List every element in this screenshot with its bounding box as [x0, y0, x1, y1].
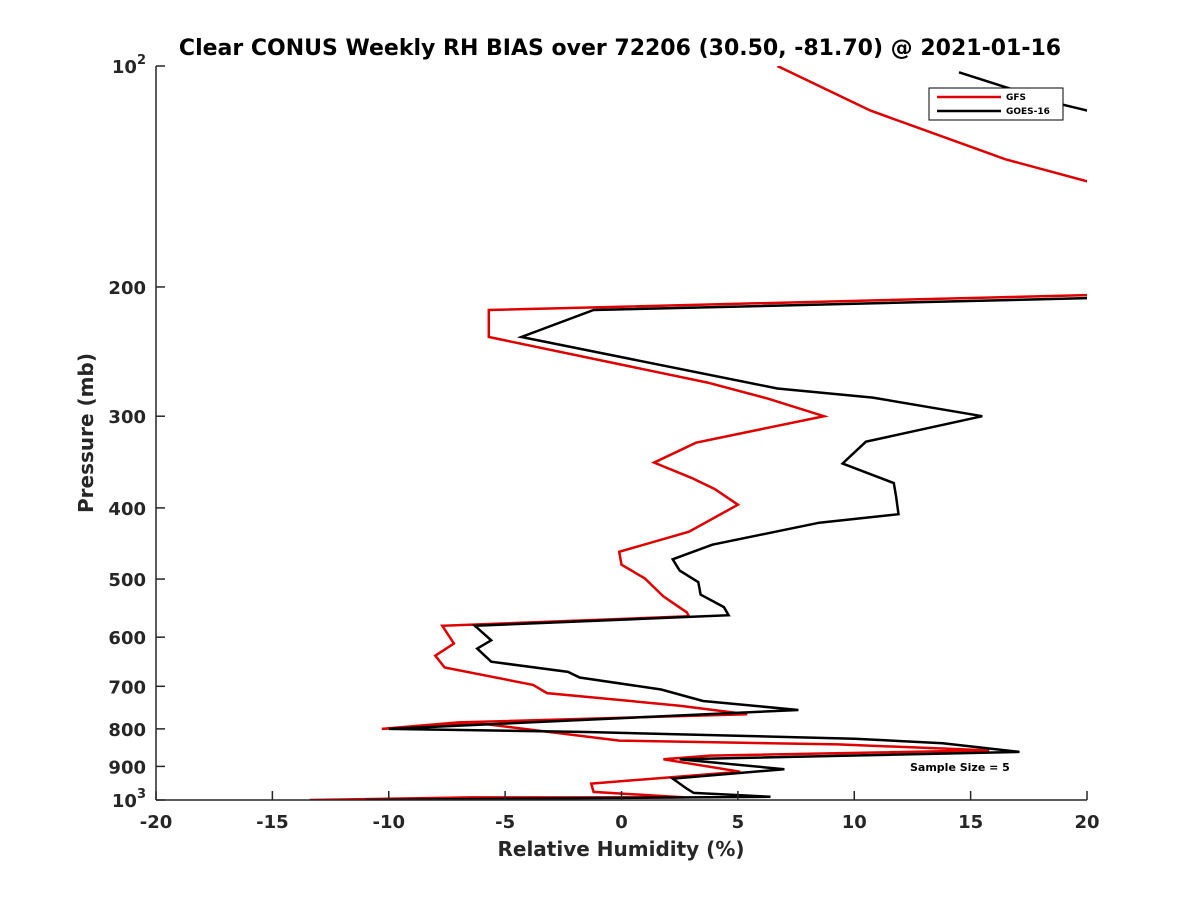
y-tick-label: 200: [108, 278, 146, 299]
series-line-goes16: [365, 71, 1087, 800]
x-axis-label: Relative Humidity (%): [497, 837, 744, 861]
x-tick-label: -5: [495, 812, 515, 833]
x-tick-label: 5: [732, 812, 745, 833]
x-tick-label: 10: [842, 812, 867, 833]
x-tick-label: -10: [372, 812, 405, 833]
x-tick-label: 15: [958, 812, 983, 833]
y-tick-label: 700: [108, 677, 146, 698]
legend-label-gfs: GFS: [1006, 93, 1026, 103]
y-tick-label: 900: [108, 757, 146, 778]
x-tick-layer: -20 -15 -10 -5 0 5 10 15 20: [140, 791, 1100, 833]
y-tick-label: 300: [108, 407, 146, 428]
y-tick-label: 102: [112, 53, 146, 78]
y-tick-label: 600: [108, 628, 146, 649]
legend: GFS GOES-16: [928, 87, 1064, 121]
x-tick-label: 20: [1074, 812, 1099, 833]
x-tick-label: 0: [615, 812, 628, 833]
legend-label-goes16: GOES-16: [1006, 107, 1050, 117]
sample-size-annotation: Sample Size = 5: [910, 761, 1010, 774]
series-layer: [309, 66, 1087, 800]
legend-box: [928, 87, 1064, 121]
y-axis-label: Pressure (mb): [74, 353, 98, 513]
x-tick-label: -15: [256, 812, 289, 833]
y-tick-label: 400: [108, 499, 146, 520]
y-tick-label: 500: [108, 570, 146, 591]
y-tick-label: 800: [108, 720, 146, 741]
chart-title: Clear CONUS Weekly RH BIAS over 72206 (3…: [179, 36, 1061, 61]
x-tick-label: -20: [140, 812, 173, 833]
